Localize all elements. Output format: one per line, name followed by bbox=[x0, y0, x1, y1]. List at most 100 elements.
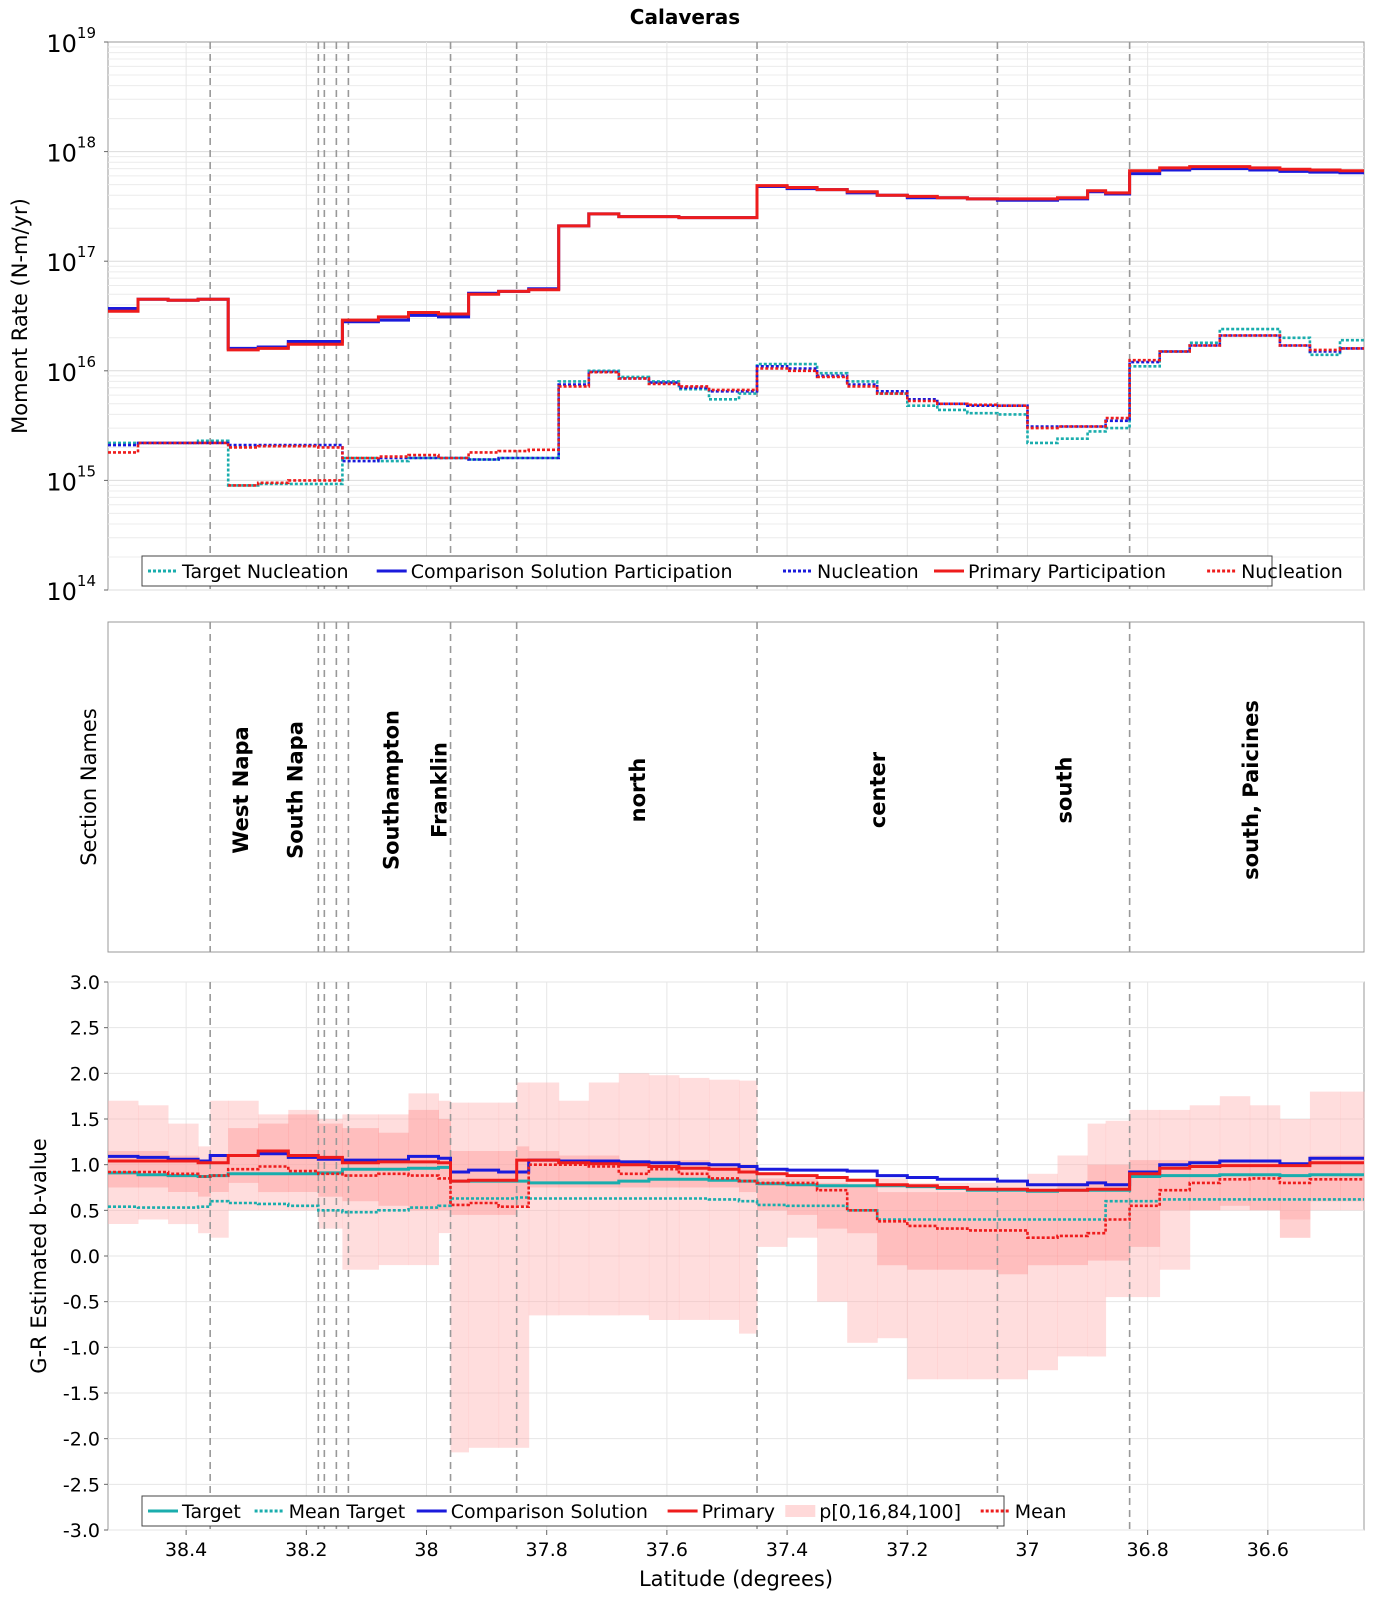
band-p16-p84 bbox=[1189, 1160, 1221, 1211]
y-tick-label: 0.5 bbox=[70, 1200, 100, 1222]
y-tick-exponent: 19 bbox=[77, 24, 96, 42]
band-p16-p84 bbox=[1105, 1164, 1131, 1261]
band-p16-p84 bbox=[648, 1160, 680, 1188]
legend-label: Target Nucleation bbox=[181, 561, 349, 583]
band-p16-p84 bbox=[198, 1160, 211, 1197]
legend-label: Nucleation bbox=[1241, 561, 1343, 583]
band-p16-p84 bbox=[877, 1192, 908, 1266]
series-comparison-nucleation bbox=[108, 334, 1364, 463]
moment-rate-plot-area bbox=[107, 41, 1365, 591]
band-p0-p100 bbox=[1027, 1173, 1058, 1371]
legend-label: Nucleation bbox=[817, 561, 919, 583]
moment-rate-grid bbox=[108, 42, 1364, 591]
x-tick-label: 36.6 bbox=[1247, 1539, 1289, 1561]
y-tick-label: 1017 bbox=[46, 243, 96, 277]
band-p0-p100 bbox=[757, 1173, 788, 1247]
y-tick-label: -1.0 bbox=[63, 1337, 100, 1359]
x-tick-label: 38.2 bbox=[285, 1539, 327, 1561]
band-p0-p100 bbox=[558, 1100, 590, 1316]
legend-swatch bbox=[785, 1505, 816, 1517]
section-label: center bbox=[866, 751, 890, 828]
band-p0-p100 bbox=[288, 1109, 319, 1211]
y-tick-label: -0.5 bbox=[63, 1292, 100, 1314]
band-p0-p100 bbox=[1340, 1091, 1365, 1211]
band-p0-p100 bbox=[468, 1102, 500, 1448]
band-p16-p84 bbox=[1087, 1164, 1107, 1261]
y-tick-exponent: 14 bbox=[77, 572, 96, 590]
y-tick-label: -3.0 bbox=[63, 1520, 100, 1542]
y-tick-base: 10 bbox=[46, 359, 77, 387]
section-names-panel: West Napa South Napa Southampton Franklin no… bbox=[77, 621, 1365, 953]
y-tick-base: 10 bbox=[46, 468, 77, 496]
band-p0-p100 bbox=[967, 1182, 998, 1380]
section-names-plot-area bbox=[107, 621, 1365, 953]
legend-label: Primary Participation bbox=[968, 561, 1166, 583]
x-tick-label: 37.4 bbox=[766, 1539, 808, 1561]
band-p0-p100 bbox=[378, 1114, 409, 1266]
legend-box bbox=[141, 555, 1273, 587]
x-tick-label: 36.8 bbox=[1126, 1539, 1168, 1561]
y-tick-exponent: 15 bbox=[77, 462, 96, 480]
band-p0-p100 bbox=[1219, 1096, 1251, 1211]
legend-label: Comparison Solution Participation bbox=[411, 561, 733, 583]
band-p0-p100 bbox=[1309, 1091, 1341, 1211]
section-label: south, Paicines bbox=[1239, 700, 1263, 880]
band-p16-p84 bbox=[1057, 1182, 1088, 1266]
series-mean-target bbox=[108, 1196, 1364, 1221]
legend-box bbox=[141, 1495, 1005, 1527]
moment-rate-series bbox=[108, 165, 1364, 487]
series-secondary-nucleation-south-napa-segment- bbox=[228, 479, 343, 487]
band-p0-p100 bbox=[1105, 1120, 1131, 1298]
legend-label: Mean bbox=[1015, 1501, 1067, 1523]
band-p0-p100 bbox=[258, 1114, 289, 1211]
band-p16-p84 bbox=[1249, 1160, 1281, 1211]
band-p16-p84 bbox=[408, 1109, 439, 1211]
band-p16-p84 bbox=[258, 1123, 289, 1193]
band-p16-p84 bbox=[1027, 1192, 1058, 1266]
x-axis-label: Latitude (degrees) bbox=[639, 1567, 833, 1591]
moment-rate-y-axis-label: Moment Rate (N-m/yr) bbox=[8, 198, 32, 434]
band-p0-p100 bbox=[907, 1182, 938, 1380]
moment-rate-legend: Target Nucleation Comparison Solution Par… bbox=[141, 555, 1343, 587]
band-p16-p84 bbox=[210, 1155, 229, 1192]
x-tick-label: 37.8 bbox=[526, 1539, 568, 1561]
b-value-panel: 3.0 2.5 2.0 1.5 1.0 0.5 0.0 -0.5 -1.0 -1.5 -2.0 -2.… bbox=[27, 972, 1365, 1591]
band-p16-p84 bbox=[997, 1192, 1028, 1275]
y-tick-base: 10 bbox=[46, 30, 77, 58]
y-tick-label: 1016 bbox=[46, 353, 96, 387]
b-value-boundaries bbox=[209, 982, 1131, 1530]
x-tick-label: 37.2 bbox=[886, 1539, 928, 1561]
band-p16-p84 bbox=[438, 1119, 451, 1211]
y-tick-base: 10 bbox=[46, 249, 77, 277]
band-p16-p84 bbox=[739, 1164, 758, 1193]
y-tick-label: 0.0 bbox=[70, 1246, 100, 1268]
series-primary-nucleation bbox=[108, 334, 1364, 460]
section-label: north bbox=[626, 758, 650, 823]
y-tick-label: 1.0 bbox=[70, 1155, 100, 1177]
band-p0-p100 bbox=[817, 1178, 848, 1302]
b-value-y-axis-label: G-R Estimated b-value bbox=[27, 1138, 51, 1374]
section-names-labels: West Napa South Napa Southampton Franklin no… bbox=[229, 700, 1263, 880]
y-tick-label: 1014 bbox=[46, 572, 96, 606]
band-p0-p100 bbox=[450, 1102, 469, 1453]
y-tick-label: 1015 bbox=[46, 462, 96, 496]
x-tick-label: 38.4 bbox=[165, 1539, 207, 1561]
section-names-y-axis-label: Section Names bbox=[77, 708, 101, 866]
band-p0-p100 bbox=[618, 1073, 650, 1316]
band-p16-p84 bbox=[450, 1151, 469, 1215]
legend-label: Mean Target bbox=[289, 1501, 406, 1523]
band-p0-p100 bbox=[516, 1082, 530, 1448]
band-p16-p84 bbox=[288, 1114, 319, 1192]
y-tick-label: 1.5 bbox=[70, 1109, 100, 1131]
y-tick-exponent: 18 bbox=[77, 134, 96, 152]
band-p0-p100 bbox=[198, 1146, 211, 1234]
section-names-boundaries bbox=[209, 622, 1131, 952]
legend-label: Target bbox=[181, 1501, 241, 1523]
y-tick-label: 1019 bbox=[46, 24, 96, 58]
band-p16-p84 bbox=[967, 1192, 998, 1270]
band-p0-p100 bbox=[877, 1178, 908, 1339]
y-tick-base: 10 bbox=[46, 578, 77, 606]
b-value-legend: Target Mean Target Comparison Solution Prim… bbox=[141, 1495, 1067, 1527]
